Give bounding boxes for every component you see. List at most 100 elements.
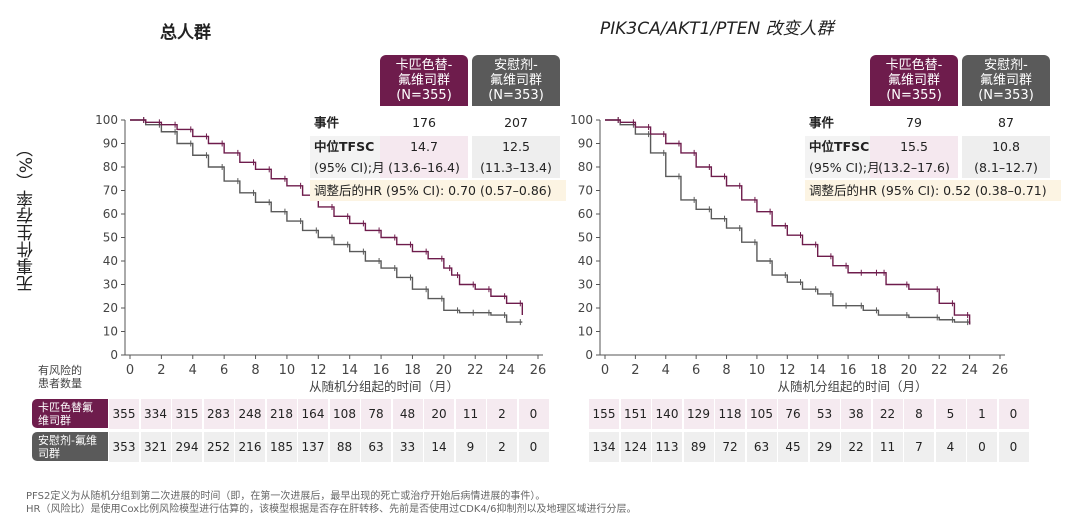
group-header-line1: 安慰剂- bbox=[984, 58, 1028, 73]
x-tick-label: 8 bbox=[722, 363, 730, 378]
x-tick-label: 20 bbox=[901, 363, 918, 378]
stats-bg bbox=[310, 136, 380, 178]
risk-count: 151 bbox=[620, 399, 651, 429]
left-title: 总人群 bbox=[160, 23, 211, 43]
x-tick-label: 24 bbox=[961, 363, 978, 378]
y-tick-label: 20 bbox=[103, 301, 118, 315]
x-tick-label: 26 bbox=[992, 363, 1009, 378]
median-label: 中位TFSC bbox=[314, 139, 375, 154]
risk-row-label-treat: 卡匹色替氟维司群 bbox=[32, 399, 108, 428]
x-tick-label: 14 bbox=[341, 363, 358, 378]
median-label: 中位TFSC bbox=[809, 139, 870, 154]
y-tick-label: 100 bbox=[95, 113, 118, 127]
risk-count: 11 bbox=[455, 399, 486, 429]
hr-text: 调整后的HR (95% CI): 0.70 (0.57–0.86) bbox=[310, 180, 566, 201]
ci-value: (13.2–17.6) bbox=[878, 160, 950, 175]
x-tick-label: 16 bbox=[840, 363, 857, 378]
risk-count: 0 bbox=[998, 432, 1029, 462]
risk-count: 164 bbox=[298, 399, 328, 429]
stats-bg-placebo bbox=[962, 136, 1050, 178]
x-tick-label: 16 bbox=[373, 363, 390, 378]
ci-value: (8.1–12.7) bbox=[974, 160, 1038, 175]
km-curve-placebo bbox=[605, 119, 971, 325]
x-tick-label: 10 bbox=[279, 363, 296, 378]
group-header-line2: 氟维司群 bbox=[979, 73, 1032, 88]
risk-count: 283 bbox=[203, 399, 234, 429]
events-label: 事件 bbox=[314, 115, 340, 130]
y-tick-label: 60 bbox=[103, 207, 118, 221]
stats-bg-treat bbox=[380, 136, 468, 178]
risk-count: 11 bbox=[872, 432, 903, 462]
x-tick-label: 26 bbox=[530, 363, 547, 378]
footnote-1: PFS2定义为从随机分组到第二次进展的时间（即，在第一次进展后，最早出现的死亡或… bbox=[26, 491, 546, 502]
risk-count: 5 bbox=[935, 399, 966, 429]
risk-count: 129 bbox=[683, 399, 714, 429]
ci-label: (95% CI);月 bbox=[809, 160, 880, 175]
x-tick-label: 12 bbox=[779, 363, 796, 378]
risk-count: 0 bbox=[967, 432, 997, 462]
risk-count: 252 bbox=[203, 432, 234, 462]
risk-count: 0 bbox=[518, 399, 549, 429]
stats-bg bbox=[805, 136, 870, 178]
risk-count: 20 bbox=[424, 399, 454, 429]
risk-count: 353 bbox=[109, 432, 139, 462]
y-tick-label: 0 bbox=[110, 348, 118, 362]
y-tick-label: 100 bbox=[570, 113, 593, 127]
group-header-placebo: 安慰剂- 氟维司群 (N=353) bbox=[472, 55, 560, 106]
median-value: 15.5 bbox=[900, 139, 928, 154]
y-tick-label: 20 bbox=[578, 301, 593, 315]
km-curve-treat bbox=[130, 119, 524, 316]
risk-count: 321 bbox=[140, 432, 171, 462]
stats-bg-placebo bbox=[472, 136, 560, 178]
risk-count: 9 bbox=[455, 432, 486, 462]
right-title: PIK3CA/AKT1/PTEN 改变人群 bbox=[600, 19, 834, 39]
x-tick-label: 18 bbox=[870, 363, 887, 378]
x-tick-label: 20 bbox=[436, 363, 453, 378]
risk-count: 134 bbox=[589, 432, 619, 462]
y-tick-label: 70 bbox=[103, 184, 118, 198]
stats-table: 事件 中位TFSC (95% CI);月 79 15.5 (13.2–17.6) 87 10.… bbox=[805, 112, 1061, 204]
events-value: 87 bbox=[998, 115, 1014, 130]
x-tick-label: 4 bbox=[662, 363, 670, 378]
risk-label-line2: 患者数量 bbox=[38, 377, 82, 390]
group-header-line2: 氟维司群 bbox=[887, 73, 940, 88]
x-tick-label: 18 bbox=[404, 363, 421, 378]
risk-count: 63 bbox=[746, 432, 777, 462]
group-header-line1: 安慰剂- bbox=[494, 58, 538, 73]
group-header-n: (N=355) bbox=[396, 88, 452, 103]
km-curve-placebo bbox=[130, 119, 523, 323]
risk-count: 124 bbox=[620, 432, 651, 462]
y-tick-label: 30 bbox=[103, 278, 118, 292]
events-value: 79 bbox=[906, 115, 922, 130]
x-tick-label: 4 bbox=[189, 363, 197, 378]
group-header-n: (N=353) bbox=[978, 88, 1034, 103]
x-tick-label: 6 bbox=[692, 363, 700, 378]
events-label: 事件 bbox=[809, 115, 835, 130]
risk-count: 48 bbox=[392, 399, 423, 429]
y-tick-label: 80 bbox=[578, 160, 593, 174]
risk-count: 2 bbox=[487, 432, 517, 462]
risk-count: 29 bbox=[809, 432, 840, 462]
x-tick-label: 14 bbox=[809, 363, 826, 378]
risk-count: 137 bbox=[298, 432, 328, 462]
risk-count: 118 bbox=[715, 399, 745, 429]
footnote-2: HR（风险比）是使用Cox比例风险模型进行估算的，该模型根据是否存在肝转移、先前… bbox=[26, 504, 637, 515]
group-header-line1: 卡匹色替- bbox=[395, 58, 453, 73]
risk-count: 334 bbox=[140, 399, 171, 429]
x-tick-label: 10 bbox=[749, 363, 766, 378]
ci-value: (13.6–16.4) bbox=[388, 160, 460, 175]
group-header-line1: 卡匹色替- bbox=[885, 58, 943, 73]
events-value: 176 bbox=[412, 115, 436, 130]
risk-count: 1 bbox=[967, 399, 997, 429]
x-axis-label: 从随机分组起的时间（月） bbox=[777, 379, 927, 394]
risk-count: 63 bbox=[361, 432, 391, 462]
risk-count: 88 bbox=[329, 432, 360, 462]
x-tick-label: 22 bbox=[931, 363, 948, 378]
risk-count: 53 bbox=[809, 399, 840, 429]
y-tick-label: 60 bbox=[578, 207, 593, 221]
risk-count: 22 bbox=[872, 399, 903, 429]
stats-bg-treat bbox=[870, 136, 958, 178]
y-tick-label: 70 bbox=[578, 184, 593, 198]
risk-count: 315 bbox=[172, 399, 202, 429]
risk-table-label: 有风险的 患者数量 bbox=[38, 364, 82, 390]
